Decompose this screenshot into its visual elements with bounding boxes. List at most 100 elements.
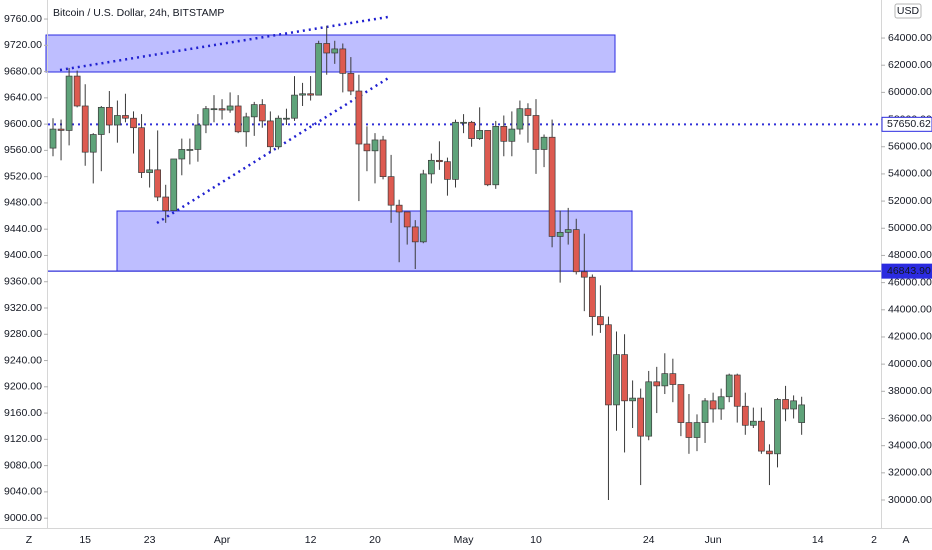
candle-body (146, 169, 153, 173)
candle-body (444, 161, 451, 180)
candle-body (49, 128, 57, 149)
candle-body (81, 105, 89, 153)
x-tick-label: 24 (643, 534, 655, 546)
candle-body (484, 130, 492, 186)
y-tick-label: 52000.00 (888, 195, 932, 207)
candle-body (661, 373, 669, 387)
candle-body (782, 399, 789, 410)
y-tick-label: 30000.00 (888, 494, 932, 506)
candle-body (105, 106, 113, 126)
candle-body (709, 400, 717, 410)
candle-body (548, 136, 556, 237)
candle-body (226, 105, 234, 111)
currency-box[interactable] (894, 3, 922, 19)
candle-body (524, 108, 532, 116)
x-tick-label: 2 (871, 534, 877, 546)
y-tick-label: 62000.00 (888, 59, 932, 71)
y-tick-label: 50000.00 (888, 222, 932, 234)
candle-body (371, 139, 379, 152)
y-tick-label: 54000.00 (888, 168, 932, 180)
y-tick-label: 44000.00 (888, 304, 932, 316)
y-tick-label: 48000.00 (888, 249, 932, 261)
candle-body (291, 94, 298, 119)
candle-body (299, 93, 306, 96)
y-tick-label: 38000.00 (888, 385, 932, 397)
candle-body (645, 381, 653, 437)
candle-body (234, 105, 242, 133)
y2-tick-label: 9440.00 (4, 223, 42, 235)
chart-title: Bitcoin / U.S. Dollar, 24h, BITSTAMP (53, 7, 224, 19)
candle-body (178, 149, 186, 160)
x-tick-label: 14 (812, 534, 824, 546)
candle-body (138, 127, 145, 173)
candle-body (733, 374, 741, 407)
candle-body (500, 126, 508, 142)
candle-body (476, 130, 483, 139)
candle-body (564, 229, 572, 233)
candle-body (347, 73, 355, 92)
candle-body (210, 108, 218, 111)
control[interactable]: A (902, 534, 909, 546)
candle-body (460, 121, 467, 124)
zone-box (116, 210, 633, 272)
y2-tick-label: 9400.00 (4, 249, 42, 261)
candle-body (323, 43, 331, 54)
x-tick-label: May (454, 534, 475, 546)
candle-body (436, 159, 443, 163)
candle-body (637, 397, 645, 437)
price-label-bg (881, 116, 932, 132)
candle-body (653, 381, 661, 387)
candle-body (403, 211, 411, 228)
trend-line (156, 75, 391, 225)
candle-body (580, 271, 588, 278)
y2-tick-label: 9000.00 (4, 512, 42, 524)
y-tick-label: 32000.00 (888, 467, 932, 479)
candle-body (701, 400, 709, 423)
candle-body (57, 128, 65, 131)
y2-tick-label: 9560.00 (4, 144, 42, 156)
candle-body (355, 90, 363, 145)
x-tick-label: 15 (79, 534, 91, 546)
candle-body (766, 450, 773, 455)
candle-body (621, 354, 628, 402)
candle-body (540, 136, 548, 150)
candle-body (154, 169, 161, 198)
candle-body (629, 397, 636, 402)
y2-tick-label: 9720.00 (4, 39, 42, 51)
y-tick-label: 40000.00 (888, 358, 932, 370)
y2-tick-label: 9360.00 (4, 276, 42, 288)
y-tick-label: 34000.00 (888, 439, 932, 451)
candle-body (588, 276, 596, 317)
candle-body (798, 404, 806, 423)
candle-body (677, 384, 685, 423)
candle-body (411, 226, 419, 243)
y2-tick-label: 9200.00 (4, 381, 42, 393)
candle-body (395, 204, 403, 213)
candle-body (89, 134, 97, 153)
candle-body (492, 126, 500, 186)
candle-body (379, 139, 387, 177)
candle-body (468, 121, 475, 139)
y-tick-label: 42000.00 (888, 331, 932, 343)
y2-tick-label: 9600.00 (4, 118, 42, 130)
candle-body (283, 117, 290, 120)
candle-body (685, 422, 693, 438)
currency[interactable]: USD (897, 5, 920, 17)
candle-body (693, 422, 701, 438)
price-label: 46843.90 (887, 265, 931, 277)
candle-body (130, 117, 137, 129)
candle-body (170, 158, 178, 211)
candle-body (122, 115, 129, 119)
x-tick-label: Apr (214, 534, 231, 546)
candle-body (774, 399, 781, 455)
candle-body (267, 120, 274, 148)
candle-body (556, 231, 564, 237)
candle-body (194, 124, 202, 150)
y2-tick-label: 9160.00 (4, 407, 42, 419)
y-tick-label: 60000.00 (888, 86, 932, 98)
trend-line (59, 15, 389, 72)
candle-body (202, 108, 210, 126)
title-bg (50, 4, 230, 22)
control[interactable]: Z (26, 534, 33, 546)
